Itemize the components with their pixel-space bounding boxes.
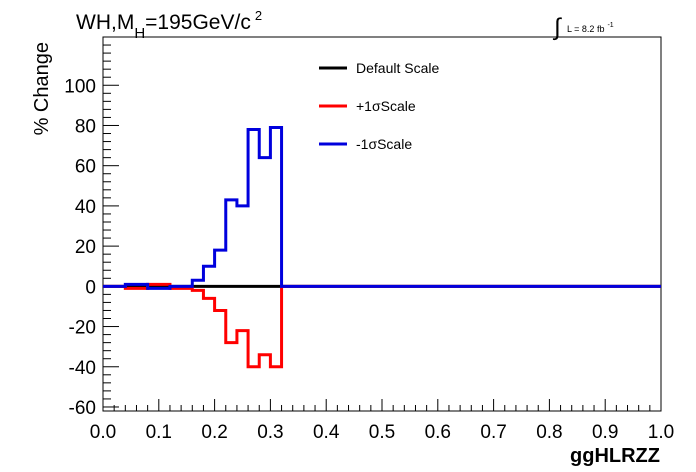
axis-ticks xyxy=(102,36,662,411)
y-tick-label: 0 xyxy=(85,277,96,298)
y-tick-label: -60 xyxy=(69,398,96,419)
legend-label: +1σScale xyxy=(356,98,416,114)
axis-tick-labels: 0.0 0.1 0.2 0.3 0.4 0.5 0.6 0.7 0.8 0.9 1.0 -60 -40 -… xyxy=(64,76,674,443)
y-tick-label: 60 xyxy=(75,157,96,178)
legend: Default Scale +1σScale -1σScale xyxy=(319,60,439,152)
x-tick-label: 0.1 xyxy=(146,422,172,443)
plot-frame xyxy=(102,36,662,412)
x-tick-label: 0.5 xyxy=(369,422,395,443)
x-tick-label: 0.2 xyxy=(201,422,227,443)
x-tick-label: 0.6 xyxy=(425,422,451,443)
luminosity-text: L = 8.2 fb -1 xyxy=(567,22,614,34)
x-tick-label: 0.8 xyxy=(536,422,562,443)
x-tick-label: 1.0 xyxy=(648,422,674,443)
title-rest: =195GeV/c xyxy=(145,11,251,34)
x-axis-label: ggHLRZZ xyxy=(570,445,660,467)
y-axis-label: % Change xyxy=(31,42,53,135)
series-lines xyxy=(103,125,661,369)
y-tick-label: 100 xyxy=(64,76,96,97)
chart-title: WH,MH=195GeV/c 2 xyxy=(76,8,262,42)
y-tick-label: -20 xyxy=(69,318,96,339)
title-subscript: H xyxy=(134,25,145,42)
x-tick-label: 0.0 xyxy=(90,422,116,443)
luminosity-label: ∫ L = 8.2 fb -1 xyxy=(552,14,614,41)
y-tick-label: 20 xyxy=(75,237,96,258)
legend-label: Default Scale xyxy=(356,60,439,76)
x-tick-label: 0.7 xyxy=(480,422,506,443)
x-tick-label: 0.4 xyxy=(313,422,340,443)
title-superscript: 2 xyxy=(255,8,262,23)
x-tick-label: 0.3 xyxy=(257,422,283,443)
y-tick-label: -40 xyxy=(69,358,96,379)
y-tick-label: 80 xyxy=(75,116,96,137)
integral-symbol: ∫ xyxy=(552,14,562,41)
legend-label: -1σScale xyxy=(356,136,412,152)
x-tick-label: 0.9 xyxy=(592,422,618,443)
series-line xyxy=(103,125,661,290)
title-main: WH,M xyxy=(76,11,134,34)
y-tick-label: 40 xyxy=(75,197,96,218)
series-line xyxy=(103,282,661,369)
